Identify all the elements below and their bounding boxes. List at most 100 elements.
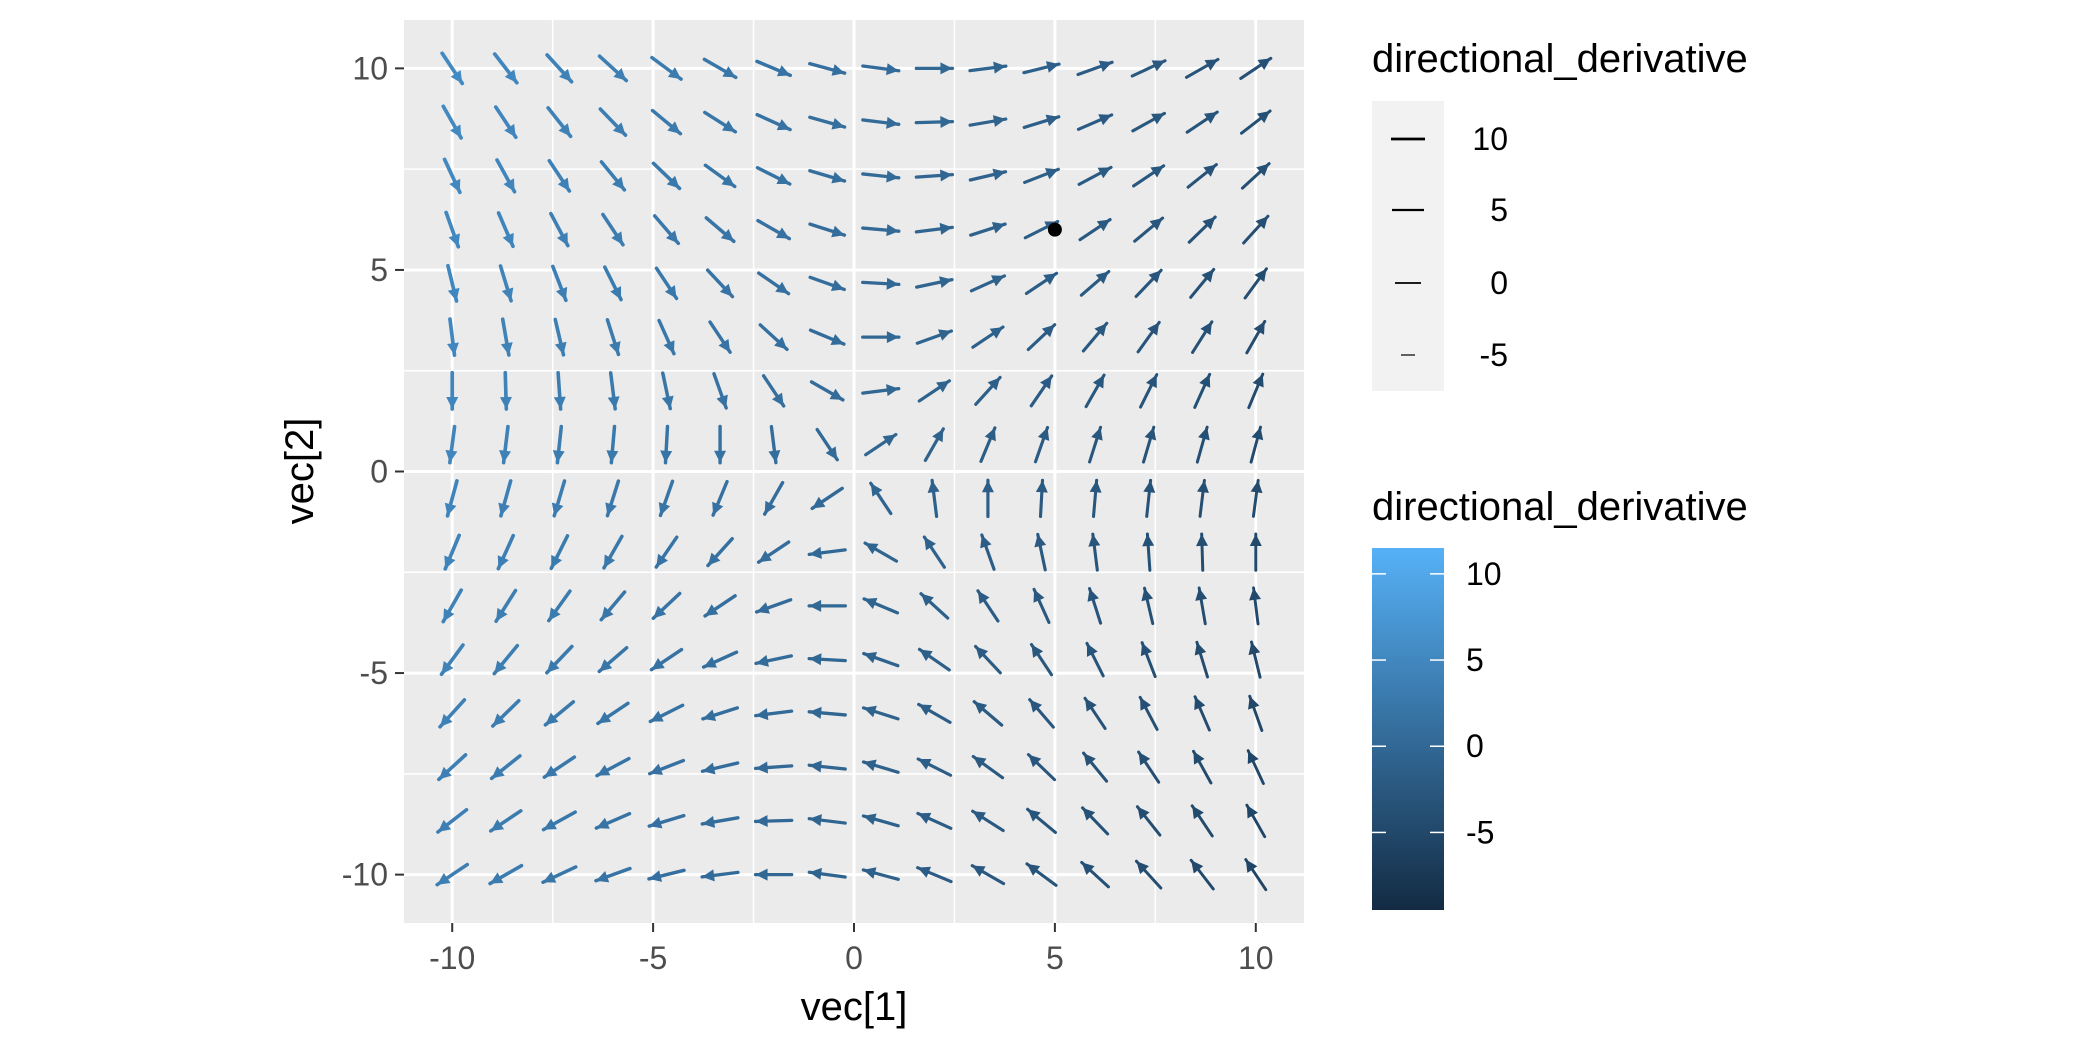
arrow-head <box>1040 375 1052 390</box>
vector-arrow <box>703 110 738 134</box>
arrow-head <box>605 502 617 516</box>
vector-arrow <box>1192 749 1213 785</box>
vector-arrow <box>594 811 632 830</box>
arrow-head <box>444 555 456 569</box>
arrow-head <box>1199 374 1211 388</box>
arrow-head <box>1248 642 1261 656</box>
vector-arrow <box>1029 374 1054 408</box>
vector-arrow <box>810 486 844 511</box>
arrow-head <box>936 380 950 393</box>
arrow-head <box>1251 427 1264 441</box>
arrow-head <box>1248 696 1260 710</box>
arrow-head <box>831 118 845 130</box>
vector-arrow <box>496 533 516 571</box>
arrow-head <box>656 553 668 568</box>
arrow-head <box>490 872 504 884</box>
vector-arrow <box>807 760 847 773</box>
arrow-head <box>1138 752 1151 766</box>
arrow-head <box>863 759 877 772</box>
arrow-head <box>703 656 717 668</box>
legend-linewidth: directional_derivative 10 5 0 -5 <box>1372 37 1748 391</box>
arrow-head <box>613 68 627 81</box>
arrow-head <box>1142 534 1155 547</box>
vector-arrow <box>494 588 518 623</box>
vector-arrow <box>1085 641 1105 678</box>
vector-arrow <box>541 865 578 885</box>
vector-arrow <box>919 592 950 620</box>
vector-arrow <box>1022 114 1061 130</box>
vector-arrow <box>971 809 1005 833</box>
y-tick-label: -5 <box>360 655 388 691</box>
vector-arrow <box>861 331 901 344</box>
arrow-head <box>702 709 717 721</box>
arrow-head <box>756 602 770 614</box>
arrow-head <box>447 287 460 301</box>
arrow-head <box>1045 168 1059 180</box>
arrow-head <box>1083 753 1096 767</box>
arrow-head <box>559 68 572 82</box>
vector-arrow <box>446 263 460 303</box>
vector-arrow <box>862 651 900 668</box>
arrow-head <box>660 450 673 463</box>
vector-arrow <box>553 317 567 357</box>
vector-arrow <box>927 478 940 518</box>
arrow-head <box>444 502 457 516</box>
vector-arrow <box>1239 56 1273 80</box>
vector-arrow <box>753 815 794 828</box>
legend-linewidth-label: -5 <box>1480 337 1508 373</box>
vector-arrow <box>596 701 630 726</box>
vector-arrow <box>597 646 629 674</box>
arrow-head <box>500 342 513 356</box>
arrow-head <box>1252 374 1264 388</box>
vector-arrow <box>971 754 1005 780</box>
arrow-head <box>447 342 459 356</box>
vector-arrow <box>498 479 513 518</box>
arrow-head <box>705 604 719 616</box>
vector-arrow <box>969 274 1007 293</box>
vector-arrow <box>650 108 683 136</box>
vector-arrow <box>714 424 727 465</box>
y-axis: -10 -5 0 5 10 <box>342 50 404 893</box>
vector-arrow <box>809 380 845 402</box>
legend-color: directional_derivative 10 5 0 -5 <box>1372 485 1748 910</box>
arrow-head <box>1254 268 1267 282</box>
vector-arrow <box>973 644 1002 675</box>
vector-arrow <box>861 63 901 76</box>
vector-arrow <box>700 815 740 828</box>
arrow-head <box>542 871 557 883</box>
vector-arrow <box>757 271 791 296</box>
vector-arrow <box>1190 804 1214 838</box>
arrow-head <box>989 327 1003 339</box>
vector-arrow <box>700 869 740 882</box>
vector-arrow <box>914 222 954 235</box>
arrow-head <box>610 286 622 300</box>
arrow-head <box>666 175 680 189</box>
colorbar-label: -5 <box>1466 814 1494 850</box>
vector-arrow <box>981 478 994 519</box>
arrow-head <box>601 606 614 620</box>
arrow-head <box>919 649 933 662</box>
arrow-head <box>1202 217 1216 230</box>
arrow-head <box>758 550 772 563</box>
vector-arrow <box>807 599 847 612</box>
arrow-head <box>1026 863 1041 876</box>
vector-arrow <box>606 424 619 465</box>
vector-arrow <box>603 265 623 302</box>
vector-arrow <box>654 535 679 569</box>
arrow-head <box>612 176 625 190</box>
vector-arrow <box>970 864 1006 886</box>
arrow-head <box>1097 167 1112 179</box>
vector-arrow <box>808 328 846 346</box>
colorbar <box>1372 548 1444 910</box>
arrow-head <box>924 537 936 551</box>
arrow-head <box>492 713 506 726</box>
vector-arrow <box>861 116 901 129</box>
vector-arrow <box>651 161 682 191</box>
arrow-head <box>993 61 1006 74</box>
vector-arrow <box>605 479 621 518</box>
vector-arrow <box>597 54 629 83</box>
arrow-head <box>607 396 620 409</box>
arrow-head <box>886 63 899 76</box>
vector-arrow <box>493 105 518 140</box>
arrow-head <box>552 450 565 463</box>
